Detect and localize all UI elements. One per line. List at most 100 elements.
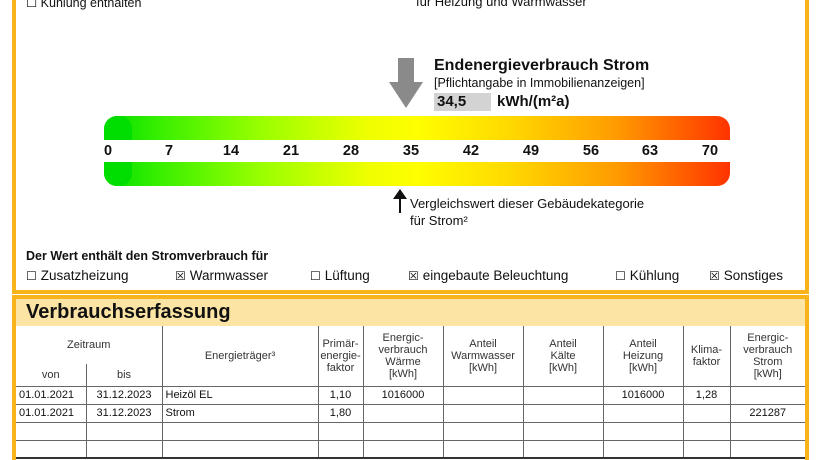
cell-waerme [362, 439, 444, 459]
cell-warmwasser [442, 403, 524, 423]
indicator-title: Endenergieverbrauch Strom [434, 57, 650, 74]
cell-primaer: 1,80 [317, 403, 364, 423]
header-line: faktor [326, 361, 355, 374]
tick-label: 70 [701, 143, 719, 159]
usage-section-header: Verbrauchserfassung [16, 299, 805, 326]
cell-waerme [362, 403, 444, 423]
header-energietraeger: Energieträger³ [161, 326, 319, 386]
cell-heizung [602, 403, 684, 423]
cell-primaer: 1,10 [317, 385, 364, 405]
option-beleuchtung[interactable]: ☒ eingebaute Beleuchtung [408, 268, 568, 283]
header-klimafaktor: Klima- faktor [682, 326, 731, 386]
heating-water-note: für Heizung und Warmwasser [416, 0, 587, 9]
energy-scale-bar-top [104, 116, 730, 140]
header-line: Anteil [629, 337, 657, 350]
header-line: Energic- [747, 331, 789, 344]
header-line: Strom [753, 355, 783, 368]
header-line: Anteil [549, 337, 577, 350]
reference-line2: für Strom² [410, 213, 468, 228]
option-label: Kühlung [629, 268, 680, 283]
header-line: Klima- [690, 343, 723, 356]
table-row [16, 421, 805, 441]
cell-klima [682, 439, 731, 459]
option-kuehlung[interactable]: ☐ Kühlung [615, 268, 679, 283]
usage-table: Zeitraum Energieträger³ Primär- energie-… [16, 326, 805, 459]
checkbox-checked-icon[interactable]: ☒ [408, 269, 419, 283]
header-line: Warmwasser [451, 349, 515, 362]
tick-label: 42 [462, 143, 480, 159]
header-verbrauch-waerme: Energic- verbrauch Wärme [kWh] [362, 326, 444, 386]
cell-bis: 31.12.2023 [85, 385, 163, 405]
cell-strom [729, 421, 805, 441]
header-line: Wärme [385, 355, 421, 368]
tick-label: 0 [103, 143, 113, 159]
header-anteil-heizung: Anteil Heizung [kWh] [602, 326, 684, 386]
checkbox-unchecked-icon[interactable]: ☐ [310, 269, 321, 283]
reference-label: Vergleichswert dieser Gebäudekategorie f… [410, 195, 644, 229]
header-verbrauch-strom: Energic- verbrauch Strom [kWh] [729, 326, 805, 386]
header-line: [kWh] [548, 361, 578, 374]
option-sonstiges[interactable]: ☒ Sonstiges [709, 268, 783, 283]
header-line: [kWh] [468, 361, 498, 374]
cell-von: 01.01.2021 [16, 385, 87, 405]
up-arrow-icon [393, 189, 407, 213]
tick-label: 49 [522, 143, 540, 159]
cell-heizung [602, 421, 684, 441]
cell-warmwasser [442, 385, 524, 405]
option-label: eingebaute Beleuchtung [422, 268, 569, 283]
indicator-subtitle: [Pflichtangabe in Immobilienanzeigen] [434, 76, 645, 90]
cell-strom [729, 385, 805, 405]
down-arrow-icon [389, 58, 423, 108]
section-title: Verbrauchserfassung [26, 301, 231, 323]
cell-bis: 31.12.2023 [85, 403, 163, 423]
indicator-unit: kWh/(m²a) [497, 93, 570, 110]
checkbox-checked-icon[interactable]: ☒ [175, 269, 186, 283]
table-row: 01.01.2021 31.12.2023 Strom 1,80 221287 [16, 403, 805, 423]
tick-label: 35 [402, 143, 420, 159]
cell-kaelte [522, 403, 604, 423]
table-row [16, 439, 805, 459]
checkbox-unchecked-icon[interactable]: ☐ [26, 269, 37, 283]
header-line: Primär- [322, 337, 359, 350]
option-zusatzheizung[interactable]: ☐ Zusatzheizung [26, 268, 129, 283]
option-label: Warmwasser [189, 268, 269, 283]
cell-primaer [317, 421, 364, 441]
header-line: Kälte [550, 349, 576, 362]
header-line: verbrauch [378, 343, 428, 356]
cell-heizung: 1016000 [602, 385, 684, 405]
tick-label: 28 [342, 143, 360, 159]
table-row: 01.01.2021 31.12.2023 Heizöl EL 1,10 101… [16, 385, 805, 405]
cell-strom [729, 439, 805, 459]
cell-kaelte [522, 385, 604, 405]
cell-von [16, 439, 87, 459]
checkbox-checked-icon[interactable]: ☒ [709, 269, 720, 283]
energy-scale-bar-bottom [104, 162, 730, 186]
cell-waerme [362, 421, 444, 441]
header-line: [kWh] [628, 361, 658, 374]
header-primaerenergiefaktor: Primär- energie- faktor [317, 326, 364, 386]
header-anteil-kaelte: Anteil Kälte [kWh] [522, 326, 604, 386]
cell-kaelte [522, 439, 604, 459]
tick-label: 56 [582, 143, 600, 159]
option-lueftung[interactable]: ☐ Lüftung [310, 268, 370, 283]
cell-heizung [602, 439, 684, 459]
cell-von: 01.01.2021 [16, 403, 87, 423]
energy-certificate-panel [12, 0, 809, 294]
header-line: verbrauch [743, 343, 793, 356]
cell-warmwasser [442, 421, 524, 441]
tick-label: 21 [282, 143, 300, 159]
header-von: von [41, 368, 60, 381]
cell-waerme: 1016000 [362, 385, 444, 405]
header-line: Heizung [622, 349, 664, 362]
header-line: energie- [320, 349, 361, 362]
includes-title: Der Wert enthält den Stromverbrauch für [26, 249, 269, 263]
cell-traeger [161, 421, 319, 441]
cell-klima: 1,28 [682, 385, 731, 405]
tick-label: 63 [641, 143, 659, 159]
tick-label: 7 [164, 143, 174, 159]
header-anteil-warmwasser: Anteil Warmwasser [kWh] [442, 326, 524, 386]
option-warmwasser[interactable]: ☒ Warmwasser [175, 268, 268, 283]
reference-line1: Vergleichswert dieser Gebäudekategorie [410, 196, 645, 211]
cell-traeger [161, 439, 319, 459]
checkbox-unchecked-icon[interactable]: ☐ [615, 269, 626, 283]
